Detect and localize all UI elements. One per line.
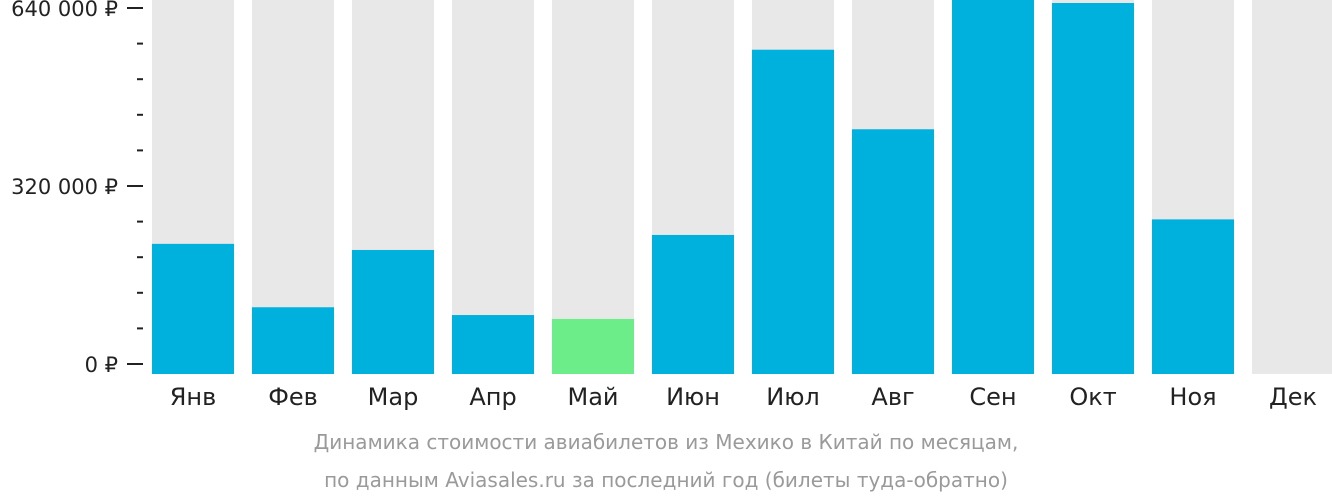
y-tick-label: 320 000 ₽ [11, 175, 118, 199]
chart-caption-line-2: по данным Aviasales.ru за последний год … [324, 468, 1008, 492]
bar-2 [252, 307, 334, 374]
x-tick-label: Авг [871, 383, 914, 411]
bar-3 [352, 249, 434, 374]
bar-9 [952, 0, 1034, 374]
chart-caption-line-1: Динамика стоимости авиабилетов из Мехико… [313, 430, 1019, 454]
bar-background [552, 0, 634, 374]
bar-8 [852, 129, 934, 374]
y-tick-label: 640 000 ₽ [11, 0, 118, 21]
bar-7 [752, 49, 834, 374]
bar-background [1252, 0, 1332, 374]
x-tick-label: Июл [766, 383, 820, 411]
x-tick-label: Апр [469, 383, 516, 411]
x-tick-label: Сен [969, 383, 1016, 411]
bar-1 [152, 243, 234, 374]
bar-11 [1152, 219, 1234, 374]
x-tick-label: Ноя [1169, 383, 1216, 411]
y-tick-label: 0 ₽ [85, 353, 118, 377]
bar-4 [452, 315, 534, 374]
x-tick-label: Май [567, 383, 618, 411]
x-tick-label: Мар [368, 383, 419, 411]
x-tick-label: Дек [1269, 383, 1317, 411]
x-tick-label: Июн [666, 383, 720, 411]
x-tick-label: Фев [268, 383, 318, 411]
bar-6 [652, 234, 734, 374]
x-tick-label: Окт [1069, 383, 1116, 411]
bar-background [452, 0, 534, 374]
bar-10 [1052, 2, 1134, 375]
x-tick-label: Янв [170, 383, 217, 411]
bar-5 [552, 318, 634, 374]
price-bar-chart: 0 ₽ 320 000 ₽ 640 000 ₽ Янв Фев Мар Апр Май Июн И… [11, 0, 1332, 411]
